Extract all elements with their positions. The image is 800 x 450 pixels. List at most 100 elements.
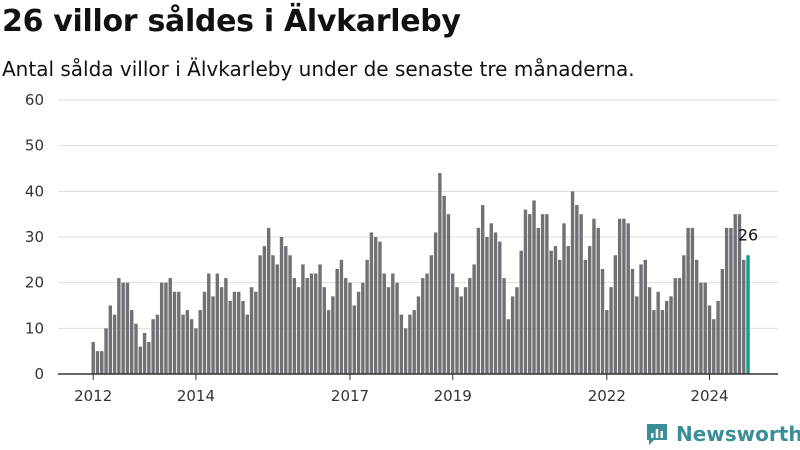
bar bbox=[228, 300, 232, 374]
bar bbox=[245, 314, 249, 374]
y-tick-label: 20 bbox=[25, 274, 44, 292]
bar bbox=[694, 259, 699, 374]
bar bbox=[682, 255, 686, 374]
bar bbox=[579, 214, 583, 374]
bar bbox=[493, 232, 498, 374]
bar bbox=[211, 296, 215, 374]
bar bbox=[322, 287, 327, 374]
bar bbox=[117, 278, 121, 374]
y-tick-label: 0 bbox=[34, 365, 44, 383]
bar bbox=[138, 346, 142, 374]
bar bbox=[613, 255, 618, 374]
bar bbox=[485, 237, 489, 374]
bar bbox=[528, 214, 532, 374]
bar bbox=[600, 268, 605, 374]
chart-bubble-icon bbox=[647, 424, 667, 445]
bar bbox=[284, 246, 288, 374]
x-tick-label: 2017 bbox=[331, 387, 369, 405]
bar bbox=[669, 296, 673, 374]
bar bbox=[425, 273, 429, 374]
bar bbox=[746, 255, 750, 374]
bar bbox=[112, 314, 117, 374]
bar bbox=[707, 305, 712, 374]
x-tick-label: 2014 bbox=[177, 387, 215, 405]
bar bbox=[626, 223, 630, 374]
bar bbox=[480, 205, 485, 374]
bar bbox=[665, 300, 669, 374]
bar bbox=[314, 273, 318, 374]
bar-series bbox=[91, 173, 750, 374]
bar bbox=[194, 328, 198, 374]
bar bbox=[159, 282, 164, 374]
y-tick-label: 30 bbox=[25, 228, 44, 246]
bar bbox=[301, 264, 305, 374]
y-tick-label: 40 bbox=[25, 182, 44, 200]
bar bbox=[352, 305, 356, 374]
bar bbox=[545, 214, 549, 374]
bar bbox=[433, 232, 438, 374]
bar bbox=[95, 351, 100, 374]
bar bbox=[583, 259, 588, 374]
bar bbox=[147, 342, 151, 374]
bar bbox=[455, 287, 459, 374]
bar bbox=[720, 268, 725, 374]
bar bbox=[339, 259, 344, 374]
bar bbox=[224, 278, 228, 374]
bar bbox=[185, 310, 190, 374]
bar bbox=[540, 214, 545, 374]
bar bbox=[275, 264, 279, 374]
bar bbox=[151, 319, 155, 374]
bar bbox=[241, 300, 245, 374]
bar bbox=[506, 319, 511, 374]
bar bbox=[502, 278, 506, 374]
bar bbox=[164, 282, 168, 374]
bar bbox=[729, 227, 733, 374]
bar bbox=[254, 291, 258, 374]
x-tick-label: 2019 bbox=[434, 387, 472, 405]
bar bbox=[382, 273, 386, 374]
bar bbox=[412, 310, 416, 374]
bar bbox=[532, 200, 536, 374]
x-tick-label: 2024 bbox=[690, 387, 728, 405]
bar bbox=[219, 287, 224, 374]
bar bbox=[181, 314, 185, 374]
last-value-annotation: 26 bbox=[738, 225, 758, 244]
bar bbox=[656, 291, 660, 374]
bar bbox=[712, 319, 716, 374]
newsworthy-logo: Newsworthy bbox=[645, 419, 800, 449]
bar bbox=[335, 268, 339, 374]
chart-title: 26 villor såldes i Älvkarleby bbox=[2, 4, 461, 39]
bar bbox=[476, 227, 481, 374]
bar bbox=[202, 291, 207, 374]
x-tick-label: 2012 bbox=[74, 387, 112, 405]
bar bbox=[416, 296, 421, 374]
bar bbox=[155, 314, 160, 374]
bar bbox=[733, 214, 737, 374]
bar bbox=[172, 291, 177, 374]
bar bbox=[121, 282, 125, 374]
y-tick-label: 60 bbox=[25, 91, 44, 109]
brand-name: Newsworthy bbox=[676, 422, 800, 446]
bar bbox=[198, 310, 202, 374]
bar bbox=[438, 173, 442, 374]
bar bbox=[262, 246, 267, 374]
bar bbox=[399, 314, 404, 374]
bar bbox=[605, 310, 609, 374]
bar bbox=[686, 227, 690, 374]
bar bbox=[459, 296, 463, 374]
bar bbox=[288, 255, 292, 374]
bar bbox=[596, 227, 600, 374]
bar bbox=[369, 232, 374, 374]
bar bbox=[562, 223, 566, 374]
bar bbox=[558, 259, 562, 374]
bar bbox=[523, 209, 528, 374]
bar bbox=[703, 282, 707, 374]
bar bbox=[587, 246, 592, 374]
bar bbox=[716, 300, 720, 374]
bar bbox=[677, 278, 682, 374]
bar bbox=[292, 278, 297, 374]
bar bbox=[237, 291, 241, 374]
bar bbox=[442, 195, 446, 374]
bar bbox=[331, 296, 335, 374]
bar bbox=[622, 218, 626, 374]
